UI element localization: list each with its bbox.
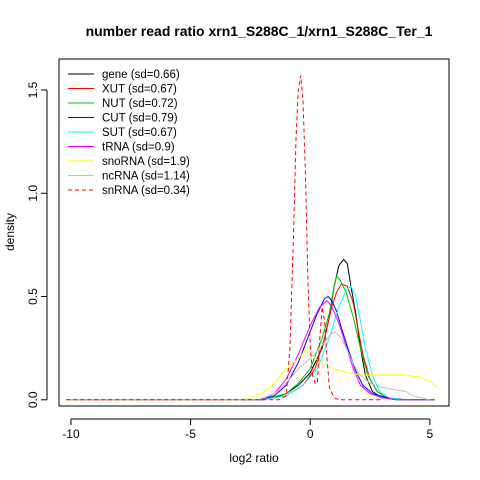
y-tick-label-2: 1.0: [26, 185, 40, 202]
x-axis-label: log2 ratio: [229, 451, 279, 465]
series-layer: [66, 75, 438, 401]
legend-label-4: SUT (sd=0.67): [102, 127, 177, 139]
series-line-3: [66, 295, 435, 401]
legend-label-3: CUT (sd=0.79): [102, 113, 178, 125]
x-axis: -10 -5 0 5: [62, 418, 434, 441]
legend-label-5: tRNA (sd=0.9): [102, 142, 175, 154]
legend-label-2: NUT (sd=0.72): [102, 98, 178, 110]
x-tick-label-0: -10: [62, 427, 80, 441]
series-line-1: [66, 283, 435, 401]
legend-label-6: snoRNA (sd=1.9): [102, 156, 190, 168]
series-line-0: [66, 258, 435, 401]
x-tick-label-3: 5: [427, 427, 434, 441]
y-axis-label: density: [3, 213, 17, 251]
plot-frame: [58, 58, 450, 407]
x-tick-label-1: -5: [185, 427, 196, 441]
series-line-5: [66, 299, 435, 401]
series-line-6: [66, 349, 438, 401]
series-line-8: [66, 75, 382, 401]
y-tick-label-1: 0.5: [26, 288, 40, 305]
y-tick-label-0: 0.0: [26, 391, 40, 408]
y-axis: 0.0 0.5 1.0 1.5: [26, 81, 48, 408]
legend-label-7: ncRNA (sd=1.14): [102, 171, 190, 183]
legend-label-8: snRNA (sd=0.34): [102, 185, 190, 197]
y-tick-label-3: 1.5: [26, 81, 40, 98]
series-line-4: [66, 285, 435, 401]
legend-label-1: XUT (sd=0.67): [102, 84, 177, 96]
series-line-2: [66, 274, 435, 401]
series-line-7: [66, 330, 431, 401]
chart-title: number read ratio xrn1_S288C_1/xrn1_S288…: [86, 23, 433, 39]
legend-label-0: gene (sd=0.66): [102, 69, 180, 81]
legend: gene (sd=0.66) XUT (sd=0.67) NUT (sd=0.72)…: [68, 69, 190, 197]
x-tick-label-2: 0: [307, 427, 314, 441]
